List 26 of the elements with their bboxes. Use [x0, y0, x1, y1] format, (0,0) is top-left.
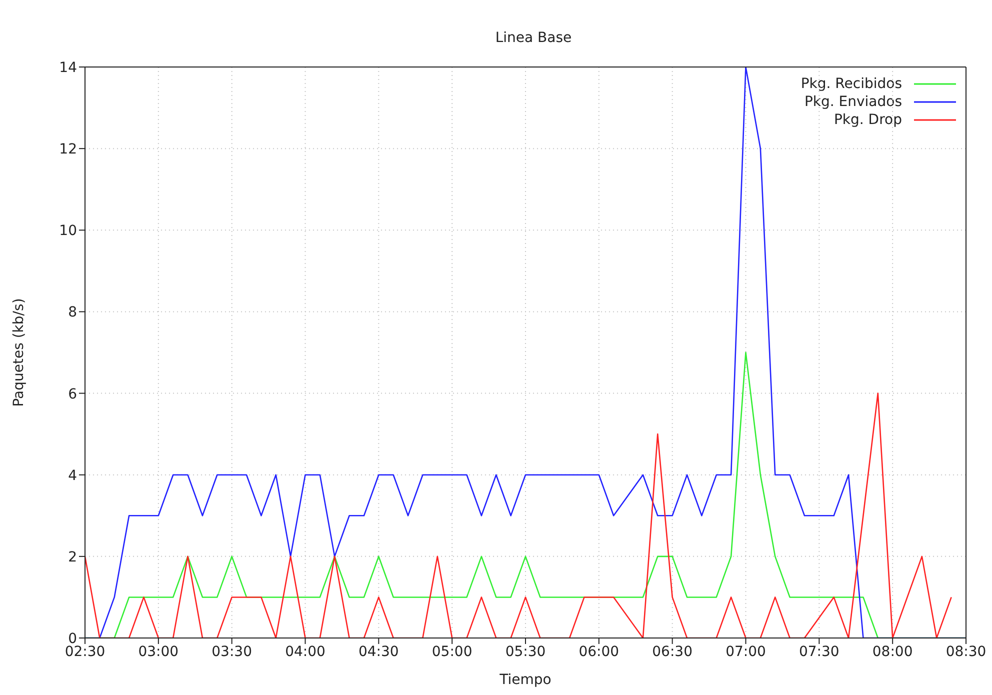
y-tick-label: 12	[59, 142, 77, 158]
x-axis-title: Tiempo	[498, 672, 552, 688]
legend-label: Pkg. Recibidos	[800, 76, 902, 92]
x-tick-label: 06:00	[578, 644, 620, 660]
chart-title: Linea Base	[494, 30, 573, 46]
legend-label: Pkg. Drop	[834, 112, 902, 128]
y-tick-label: 2	[68, 549, 77, 566]
x-tick-label: 04:30	[358, 644, 399, 660]
y-axis-title: Paquetes (kb/s)	[10, 298, 27, 407]
x-tick-label: 05:00	[432, 644, 472, 660]
x-tick-label: 08:00	[872, 644, 913, 660]
x-tick-label: 03:00	[138, 644, 179, 660]
y-tick-label: 4	[68, 468, 78, 484]
legend-label: Pkg. Enviados	[804, 94, 902, 110]
x-tick-label: 04:00	[285, 644, 326, 660]
line-series	[85, 392, 952, 638]
y-tick-label: 6	[68, 386, 78, 402]
x-tick-label: 05:30	[505, 644, 546, 660]
x-tick-label: 07:00	[726, 644, 766, 660]
y-tick-label: 14	[59, 60, 78, 76]
y-tick-label: 8	[68, 304, 77, 321]
y-tick-label: 10	[59, 223, 77, 240]
x-tick-label: 03:30	[212, 644, 252, 660]
x-tick-label: 08:30	[946, 644, 986, 660]
x-tick-label: 07:30	[798, 644, 840, 660]
x-tick-label: 06:30	[652, 644, 693, 660]
